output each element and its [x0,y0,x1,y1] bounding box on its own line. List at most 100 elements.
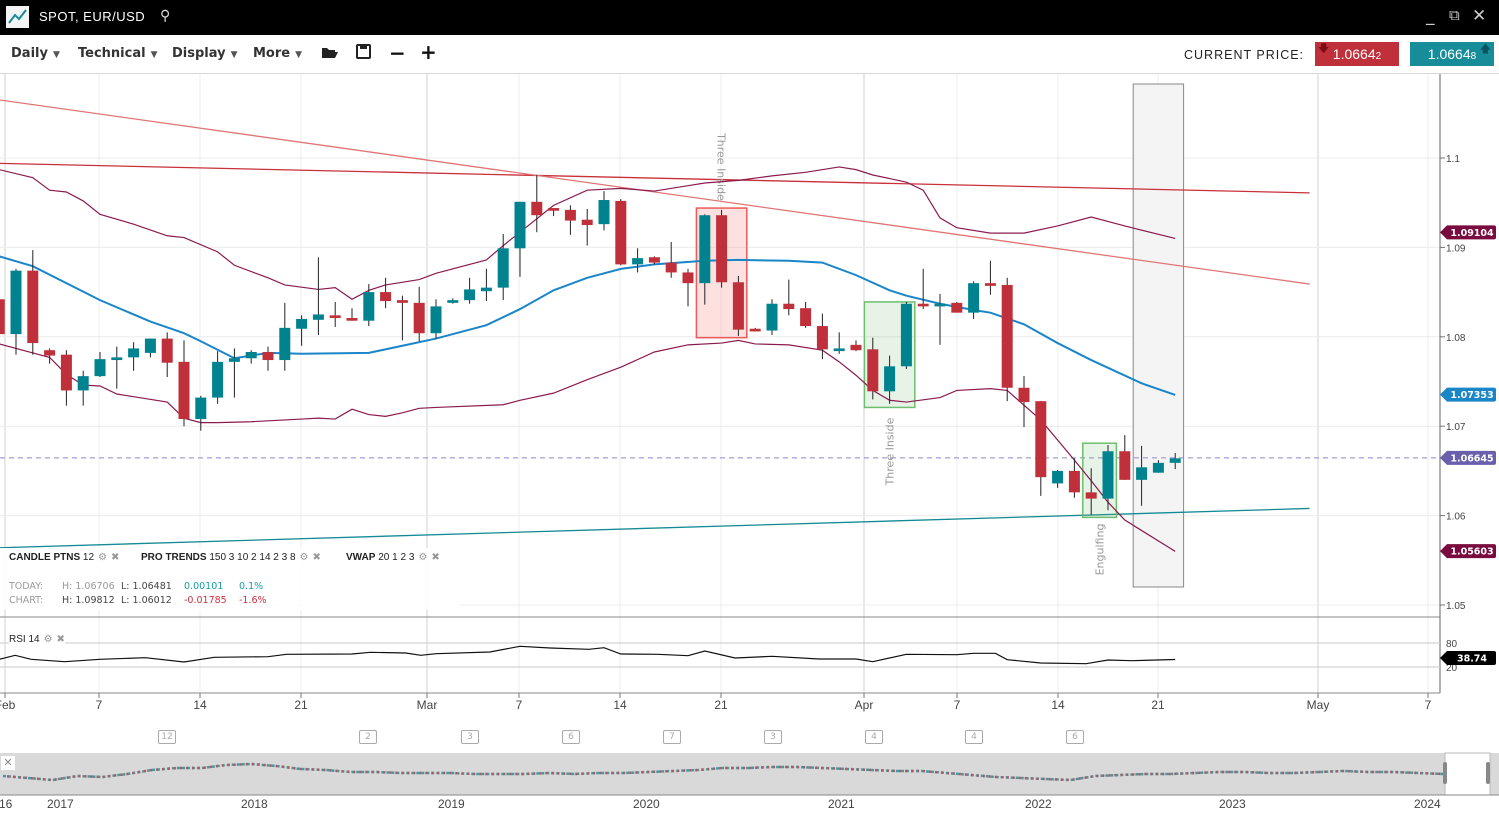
price-flag-label: 38.74 [1457,654,1487,665]
search-icon[interactable]: ⚲ [160,8,171,24]
candle-body [1136,467,1148,480]
calendar-event-icon[interactable]: 6 [562,730,580,744]
trend-line [0,507,1310,549]
candle-body [430,306,442,334]
candle-body [27,270,39,344]
candle [648,256,660,265]
gear-icon[interactable]: ⚙ [98,552,107,563]
candle [60,350,72,406]
candle [10,268,22,355]
x-tick-label: Mar [417,698,438,712]
menu-technical[interactable]: Technical ▼ [78,46,158,61]
gear-icon[interactable]: ⚙ [43,634,53,645]
calendar-event-icon[interactable]: 4 [965,730,983,744]
candle [699,214,711,305]
candle-body [464,289,476,301]
chevron-down-icon: ▼ [52,50,60,60]
zoom-out-icon[interactable]: − [389,41,406,65]
candle [396,295,408,341]
candle-body [531,201,543,216]
calendar-event-icon[interactable]: 4 [865,730,883,744]
close-button[interactable]: ✕ [1472,6,1487,26]
close-icon[interactable]: ✖ [111,552,120,563]
calendar-event-icon[interactable]: 3 [764,730,782,744]
price-flag-label: 1.07353 [1450,390,1493,401]
candle-body [128,348,140,358]
candle [245,350,257,364]
menu-label: More [253,46,291,61]
popout-icon[interactable]: ⧉ [1449,6,1460,24]
candle-body [94,359,106,377]
pattern-label: Engulfing [1094,524,1107,576]
candle-body [581,219,593,226]
navigator-year-label: 2018 [241,797,268,811]
price-flag-shape [1440,544,1496,559]
zoom-in-icon[interactable]: + [420,40,437,64]
candle [27,250,39,355]
close-icon[interactable]: ✖ [56,634,65,645]
candle-body [10,270,22,335]
candle [464,277,476,304]
candle-body [279,327,291,361]
candle [934,293,946,345]
candle [161,332,173,378]
candle [850,340,862,352]
save-icon[interactable] [356,44,371,63]
calendar-event-icon[interactable]: 6 [1066,730,1084,744]
candle-body [296,318,308,329]
candle [1068,458,1080,498]
candle-body [161,338,173,363]
gear-icon[interactable]: ⚙ [418,552,428,563]
candle-body [111,357,123,361]
calendar-event-icon[interactable]: 3 [461,730,479,744]
folder-open-icon[interactable] [321,44,338,63]
candle-body [833,348,845,352]
menu-more[interactable]: More ▼ [253,46,302,61]
navigator-handle-left[interactable] [1443,762,1447,784]
candle-body [363,292,375,321]
x-tick-label: 14 [1051,698,1065,712]
candle [867,337,879,400]
calendar-event-icon[interactable]: 2 [359,730,377,744]
menu-interval[interactable]: Daily ▼ [11,46,60,61]
navigator-handle-right[interactable] [1486,762,1490,784]
navigator-close-button[interactable]: ✕ [1,756,15,770]
minimize-button[interactable]: _ [1426,6,1435,26]
candle [615,199,627,266]
candle-body [884,366,896,392]
candle-body [867,349,879,392]
candle [0,299,5,335]
calendar-event-icon[interactable]: 12 [158,730,176,744]
candle [144,338,156,358]
x-tick-label: 21 [1151,698,1165,712]
gear-icon[interactable]: ⚙ [299,552,309,563]
candle [262,346,274,371]
bid-price-button[interactable]: 🡇 1.06642 [1315,42,1399,66]
price-flag-shape [1440,651,1496,665]
candle [1018,376,1030,428]
candle-body [44,350,56,356]
price-flag-shape [1440,225,1496,240]
candle [514,201,526,277]
ask-pip: 8 [1470,51,1477,62]
x-tick-label: Apr [855,698,874,712]
candle-body [732,282,744,330]
close-icon[interactable]: ✖ [312,552,321,563]
candle [111,346,123,389]
menu-display[interactable]: Display ▼ [172,46,238,61]
candle-body [816,326,828,350]
candle [816,313,828,360]
candle [884,355,896,404]
stats-today: TODAY: H: 1.06706 L: 1.06481 0.00101 0.1… [9,581,263,592]
candle-body [497,248,509,288]
candle [228,348,240,398]
candle-body [1102,451,1114,499]
candle-body [749,328,761,332]
candle [1119,435,1131,480]
calendar-event-icon[interactable]: 7 [663,730,681,744]
candle-body [716,215,728,283]
close-icon[interactable]: ✖ [431,552,440,563]
chevron-down-icon: ▼ [230,50,238,60]
ask-price-button[interactable]: 1.06648 🡅 [1410,42,1494,66]
